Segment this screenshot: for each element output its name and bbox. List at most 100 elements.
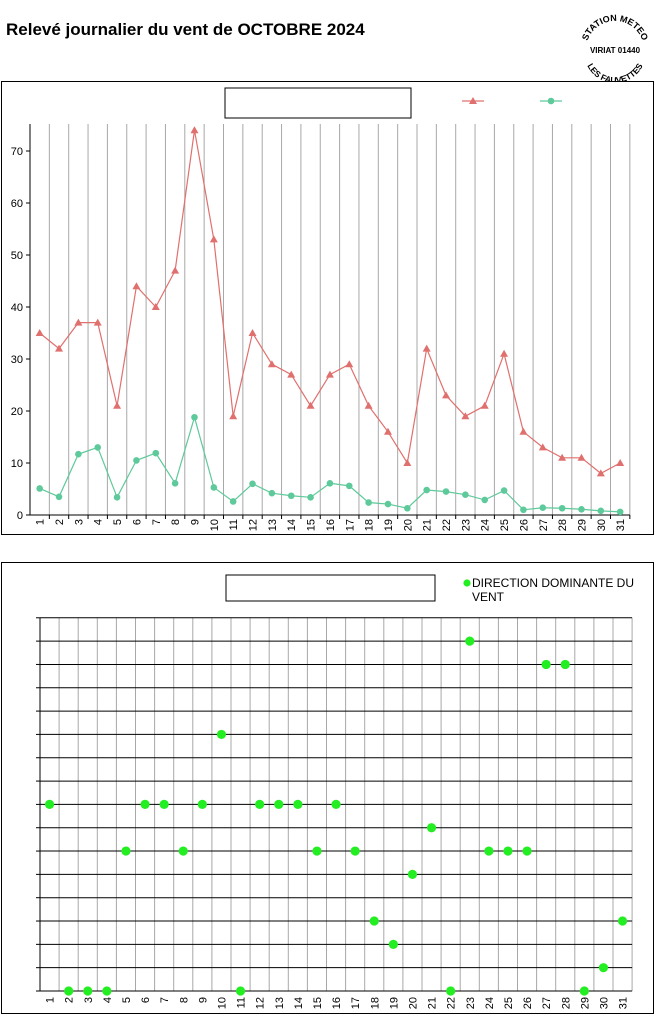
x-tick-label: 24 [480,519,492,531]
rafale-point [209,235,218,243]
direction-point [407,869,418,879]
rafale-point [538,443,547,451]
wind-direction-chart: 1 2 3 4 5 6 7 8 9 10 11 12 13 14 15 16 17 18 19 20 21 22 23 24 2… [36,574,634,1009]
direction-point [255,799,265,809]
x-tick-label: 18 [364,519,376,531]
x-tick-label: 22 [441,519,453,531]
x-tick-label: 25 [503,997,515,1009]
x-tick-label: 5 [112,519,124,525]
rafale-point [480,401,489,409]
chart-title-box [225,574,436,602]
rafale-point [461,412,470,420]
direction-point [426,823,437,833]
vent-moyen-point [287,492,295,500]
direction-point [64,986,74,996]
wind-direction-panel: 1 2 3 4 5 6 7 8 9 10 11 12 13 14 15 16 17 18 19 20 21 22 23 24 2… [1,562,654,1014]
direction-point [178,846,188,856]
vent-moyen-point [558,504,566,512]
x-tick-label: 9 [189,519,201,525]
x-tick-label: 20 [407,997,419,1009]
x-tick-label: 5 [121,997,133,1003]
x-tick-label: 10 [209,519,221,531]
x-tick-label: 13 [274,997,286,1009]
x-tick-label: 10 [216,997,228,1009]
y-tick-label: 50 [11,250,23,262]
x-tick-label: 14 [293,997,305,1009]
x-tick-label: 28 [560,997,572,1009]
vent-moyen-point [520,506,527,514]
vent-moyen-point [307,494,314,501]
x-tick-label: 12 [248,519,260,531]
vent-moyen-point [326,479,334,487]
direction-point [121,846,131,856]
direction-point [369,916,379,926]
x-tick-label: 11 [236,997,248,1008]
x-tick-label: 20 [402,519,414,531]
vent-moyen-point [171,479,179,487]
vent-moyen-point [345,482,353,490]
station-stamp: STATION METEO VIRIAT 01440 LES FAUVETTES [580,13,650,85]
x-tick-label: 2 [64,997,76,1003]
x-tick-label: 7 [151,519,163,525]
y-tick-label: 40 [11,302,23,314]
direction-point [617,916,628,926]
rafale-point [171,266,180,274]
x-tick-label: 6 [131,519,143,525]
vent-moyen-point [249,480,256,488]
x-tick-label: 4 [93,519,105,525]
x-tick-label: 8 [178,997,190,1003]
x-tick-label: 1 [45,997,57,1003]
vent-moyen-point [268,489,276,497]
direction-point [465,636,475,646]
rafale-point [383,427,392,435]
rafale-point [616,459,625,466]
x-tick-label: 15 [306,519,318,531]
x-tick-label: 22 [446,997,458,1009]
vent-moyen-point [229,498,237,505]
direction-point [216,729,227,740]
x-tick-label: 19 [388,997,400,1009]
direction-point [159,799,169,809]
direction-point [235,986,246,996]
rafale-point [306,401,315,409]
direction-point [350,846,360,856]
direction-point [44,799,55,809]
direction-point [560,659,570,670]
x-tick-label: 23 [465,997,477,1009]
x-tick-label: 26 [518,519,530,531]
rafale-point [151,303,160,310]
x-tick-label: 4 [102,997,114,1003]
x-tick-label: 21 [427,997,439,1009]
x-tick-label: 13 [267,519,279,531]
rafale-point [190,126,199,134]
x-tick-label: 31 [618,997,630,1009]
x-tick-label: 25 [499,519,511,531]
x-tick-label: 17 [344,519,356,531]
x-tick-label: 16 [331,997,343,1009]
wind-speed-panel: 0 10 20 30 40 50 60 70 1 2 3 4 5 6 7 8 9 10 11 12 13 14 15 16 17… [1,81,654,535]
rafale-point [248,329,257,336]
vent-moyen-point [36,485,43,492]
rafale-point [93,318,102,326]
rafale-point [596,469,605,477]
x-tick-label: 29 [579,997,591,1009]
vent-moyen-point [578,505,585,513]
direction-point [598,963,609,973]
vent-moyen-point [384,500,392,508]
rafale-point [558,453,567,461]
direction-point [522,846,532,856]
x-tick-label: 3 [83,997,95,1003]
x-tick-label: 18 [369,997,381,1009]
rafale-point [113,401,122,409]
legend-marker-vent-moyen [547,97,555,105]
x-tick-label: 15 [312,997,324,1009]
direction-point [388,939,398,949]
direction-point [312,846,322,856]
x-tick-label: 16 [325,519,337,531]
direction-point [197,799,207,809]
direction-point [579,986,589,996]
legend-label-line-1: DIRECTION DOMINANTE DU [472,576,634,590]
direction-point [446,986,456,996]
svg-text:STATION METEO: STATION METEO [580,13,650,42]
y-tick-label: 70 [11,146,23,158]
